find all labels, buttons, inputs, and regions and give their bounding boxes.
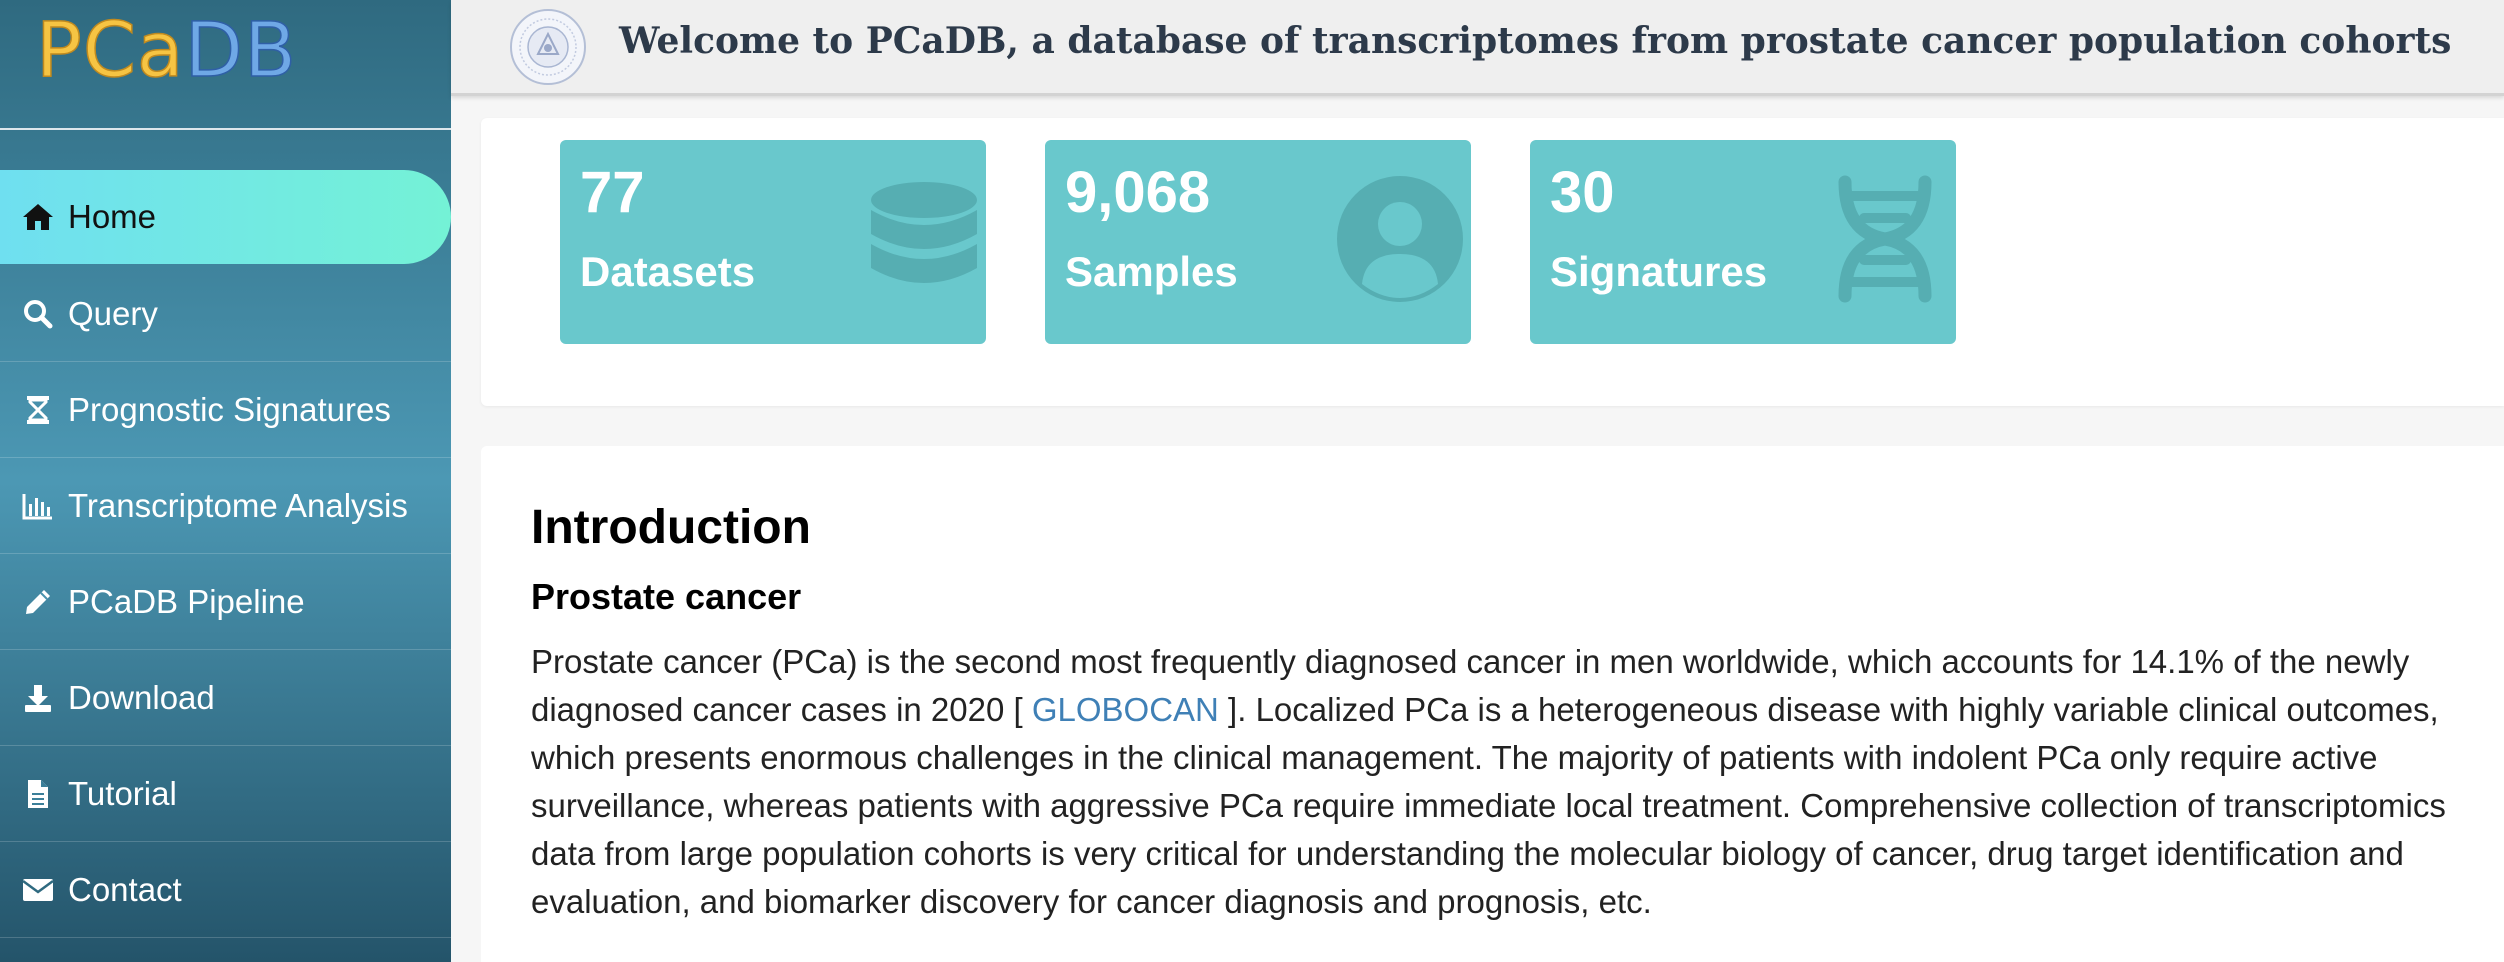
- sidebar-item-label: Home: [68, 198, 157, 235]
- stat-value: 77: [580, 160, 645, 225]
- intro-title: Introduction: [531, 501, 811, 554]
- document-icon: [20, 776, 56, 812]
- stat-value: 9,068: [1065, 160, 1211, 225]
- sidebar-item-label: Download: [68, 678, 215, 716]
- logo-text-db: DB: [184, 4, 298, 95]
- stat-value: 30: [1550, 160, 1615, 225]
- stat-card-datasets[interactable]: 77 Datasets: [560, 140, 986, 344]
- logo-area: PCaDB: [0, 0, 451, 130]
- bar-chart-icon: [20, 488, 56, 524]
- intro-subtitle: Prostate cancer: [531, 576, 802, 617]
- sidebar-item-contact[interactable]: Contact: [0, 842, 451, 938]
- sidebar-nav: Home Query Prognostic Signatures Transcr…: [0, 170, 451, 938]
- stat-label: Samples: [1065, 248, 1238, 295]
- sidebar-item-label: Tutorial: [68, 774, 177, 812]
- user-icon: [1335, 174, 1465, 304]
- sidebar-item-home[interactable]: Home: [0, 170, 451, 264]
- top-header: Welcome to PCaDB, a database of transcri…: [451, 0, 2504, 96]
- introduction-panel: Introduction Prostate cancer Prostate ca…: [481, 446, 2504, 962]
- sidebar-item-query[interactable]: Query: [0, 266, 451, 362]
- sidebar-item-tutorial[interactable]: Tutorial: [0, 746, 451, 842]
- sidebar-item-label: Contact: [68, 870, 182, 908]
- download-icon: [20, 680, 56, 716]
- dna-icon: [1820, 174, 1950, 304]
- intro-text-after: ]. Localized PCa is a heterogeneous dise…: [531, 691, 2446, 920]
- sidebar-item-prognostic-signatures[interactable]: Prognostic Signatures: [0, 362, 451, 458]
- page-title: Welcome to PCaDB, a database of transcri…: [619, 20, 2452, 62]
- intro-paragraph: Prostate cancer (PCa) is the second most…: [531, 638, 2491, 926]
- stat-card-samples[interactable]: 9,068 Samples: [1045, 140, 1471, 344]
- logo-text-pca: PCa: [35, 4, 185, 95]
- sidebar-item-label: Query: [68, 294, 158, 332]
- stats-panel: 77 Datasets 9,068 Samples 30 Signatures: [481, 118, 2504, 406]
- database-icon: [850, 174, 980, 304]
- sidebar-item-label: Prognostic Signatures: [68, 390, 391, 428]
- stat-label: Datasets: [580, 248, 756, 295]
- university-seal-icon: [509, 8, 587, 86]
- pcadb-logo[interactable]: PCaDB: [35, 2, 298, 98]
- sidebar-item-label: Transcriptome Analysis: [68, 486, 408, 524]
- home-icon: [20, 199, 56, 235]
- sidebar-item-pcadb-pipeline[interactable]: PCaDB Pipeline: [0, 554, 451, 650]
- stat-card-signatures[interactable]: 30 Signatures: [1530, 140, 1956, 344]
- globocan-link[interactable]: GLOBOCAN: [1031, 691, 1219, 728]
- envelope-icon: [20, 872, 56, 908]
- hourglass-icon: [20, 392, 56, 428]
- pencil-icon: [20, 584, 56, 620]
- sidebar: PCaDB Home Query Prognostic Signatures: [0, 0, 451, 962]
- stat-label: Signatures: [1550, 248, 1768, 295]
- search-icon: [20, 296, 56, 332]
- intro-text-before: Prostate cancer (PCa) is the second most…: [531, 643, 2410, 728]
- sidebar-item-download[interactable]: Download: [0, 650, 451, 746]
- sidebar-item-transcriptome-analysis[interactable]: Transcriptome Analysis: [0, 458, 451, 554]
- sidebar-item-label: PCaDB Pipeline: [68, 582, 305, 620]
